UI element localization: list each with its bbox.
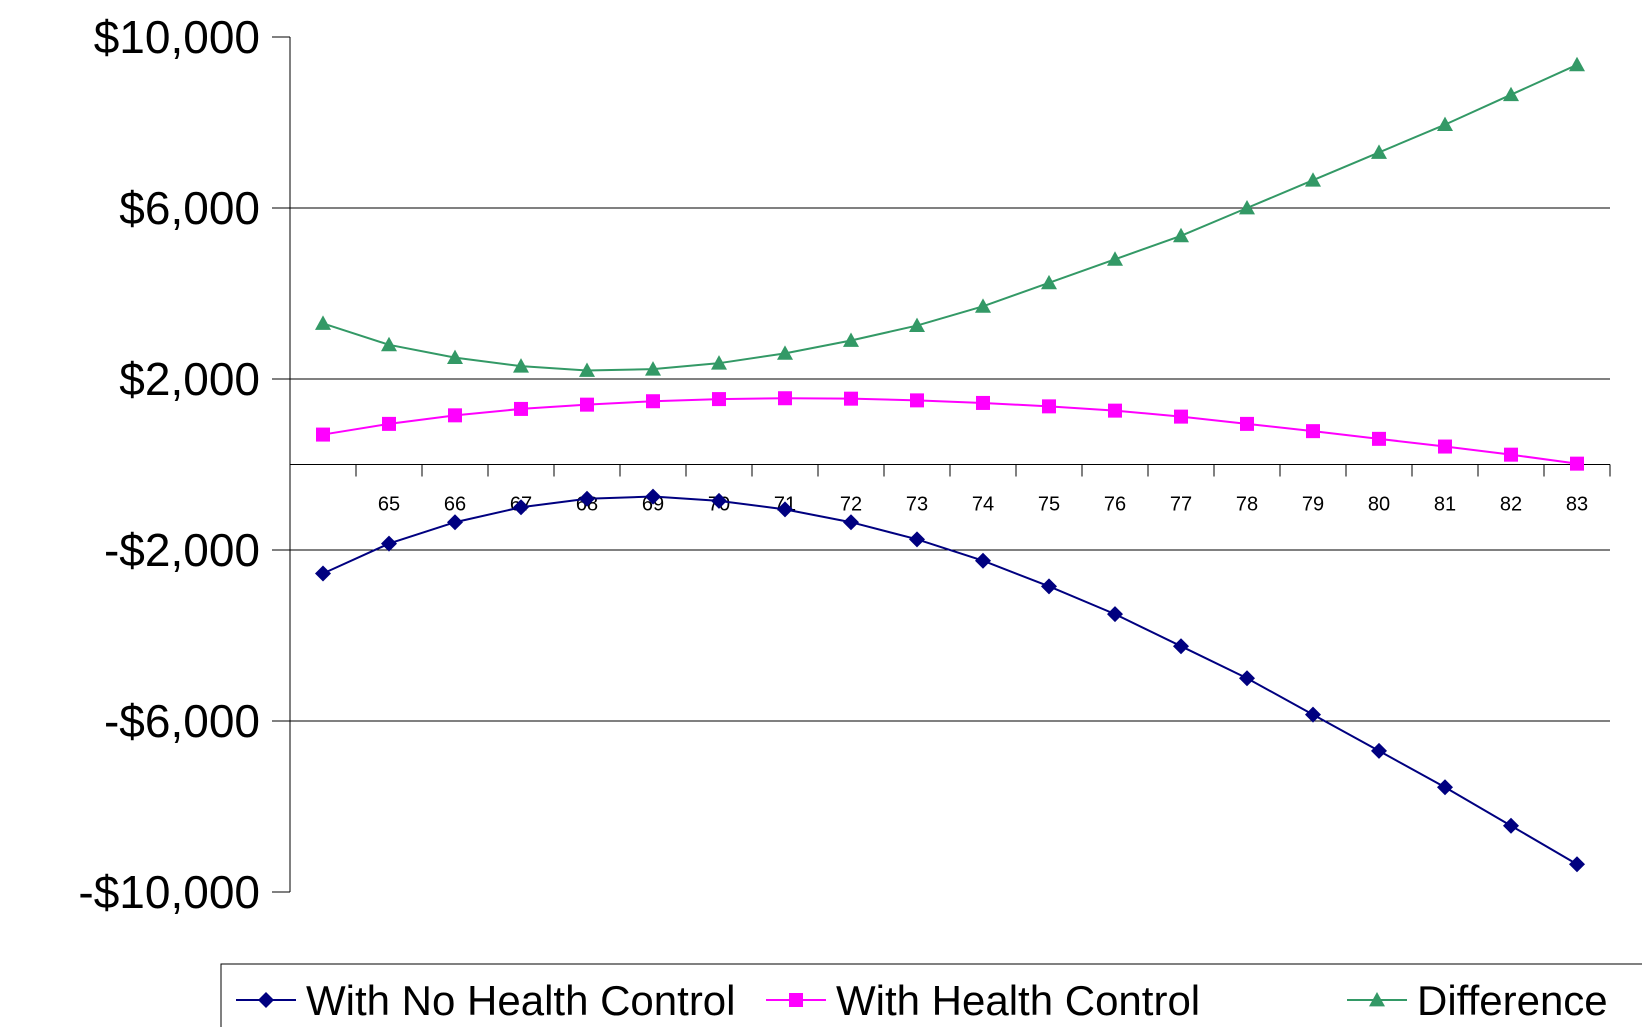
series-0-point-83 [1569, 856, 1585, 872]
legend-label-0: With No Health Control [306, 977, 736, 1024]
series-2-point-80 [1371, 144, 1387, 158]
legend-marker-1 [789, 993, 803, 1007]
x-tick-label-78: 78 [1236, 494, 1258, 516]
x-tick-label-75: 75 [1038, 494, 1060, 516]
series-line-2 [323, 65, 1577, 371]
legend: With No Health Control With Health Contro… [221, 964, 1642, 1027]
x-tick-label-81: 81 [1434, 494, 1456, 516]
series-2-point-77 [1173, 228, 1189, 242]
series-1-point-72 [844, 392, 858, 406]
y-tick-label-0: $10,000 [94, 11, 260, 63]
series-0-point-66 [447, 514, 463, 530]
series-0-point-81 [1437, 779, 1453, 795]
series-1-point-71 [778, 391, 792, 405]
x-tick-label-73: 73 [906, 494, 928, 516]
y-tick-label-1: $6,000 [119, 182, 260, 234]
series-0 [315, 489, 1585, 873]
series-line-0 [323, 497, 1577, 865]
x-tick-label-76: 76 [1104, 494, 1126, 516]
x-tick-label-77: 77 [1170, 494, 1192, 516]
series-1 [316, 391, 1584, 470]
series-1-point-83 [1570, 457, 1584, 471]
series-2-point-64 [315, 315, 331, 329]
series-0-point-75 [1041, 578, 1057, 594]
series-0-point-79 [1305, 707, 1321, 723]
series-1-point-69 [646, 394, 660, 408]
series-1-point-80 [1372, 432, 1386, 446]
series-2-point-83 [1569, 57, 1585, 71]
y-axis-tick-labels: $10,000 $6,000 $2,000 -$2,000 -$6,000 -$10,00… [78, 11, 260, 918]
series-1-point-64 [316, 428, 330, 442]
x-tick-label-66: 66 [444, 494, 466, 516]
x-tick-label-72: 72 [840, 494, 862, 516]
series-2 [315, 57, 1585, 377]
series-2-point-74 [975, 298, 991, 312]
legend-label-2: Difference [1417, 977, 1608, 1024]
series-2-point-82 [1503, 87, 1519, 101]
series-0-point-82 [1503, 818, 1519, 834]
axes [272, 37, 1610, 892]
series-1-point-68 [580, 398, 594, 412]
series-0-point-65 [381, 536, 397, 552]
series-1-point-67 [514, 402, 528, 416]
y-tick-label-3: -$2,000 [104, 524, 260, 576]
series-2-point-79 [1305, 172, 1321, 186]
series-1-point-75 [1042, 399, 1056, 413]
legend-label-1: With Health Control [836, 977, 1200, 1024]
x-tick-label-82: 82 [1500, 494, 1522, 516]
x-axis-tick-labels: 65666768697071727374757677787980818283 [378, 494, 1588, 516]
x-tick-label-79: 79 [1302, 494, 1324, 516]
x-tick-label-65: 65 [378, 494, 400, 516]
series-1-point-70 [712, 392, 726, 406]
series-1-point-66 [448, 408, 462, 422]
x-tick-label-83: 83 [1566, 494, 1588, 516]
series-0-point-64 [315, 566, 331, 582]
series-2-point-76 [1107, 251, 1123, 265]
series-0-point-74 [975, 553, 991, 569]
series-0-point-78 [1239, 670, 1255, 686]
series-1-point-76 [1108, 404, 1122, 418]
y-tick-label-5: -$10,000 [78, 866, 260, 918]
series-0-point-73 [909, 531, 925, 547]
x-tick-label-80: 80 [1368, 494, 1390, 516]
series-1-point-77 [1174, 410, 1188, 424]
series-1-point-78 [1240, 417, 1254, 431]
x-tick-label-74: 74 [972, 494, 994, 516]
y-tick-label-2: $2,000 [119, 353, 260, 405]
series-1-point-82 [1504, 448, 1518, 462]
series-2-point-78 [1239, 200, 1255, 214]
series-1-point-65 [382, 417, 396, 431]
series-line-1 [323, 398, 1577, 463]
series-0-point-72 [843, 514, 859, 530]
series-1-point-81 [1438, 440, 1452, 454]
series-2-point-81 [1437, 117, 1453, 131]
series-0-point-77 [1173, 638, 1189, 654]
series-1-point-74 [976, 396, 990, 410]
y-tick-label-4: -$6,000 [104, 695, 260, 747]
series-1-point-73 [910, 393, 924, 407]
series-0-point-76 [1107, 606, 1123, 622]
series-0-point-80 [1371, 743, 1387, 759]
series-1-point-79 [1306, 424, 1320, 438]
series-2-point-75 [1041, 275, 1057, 289]
